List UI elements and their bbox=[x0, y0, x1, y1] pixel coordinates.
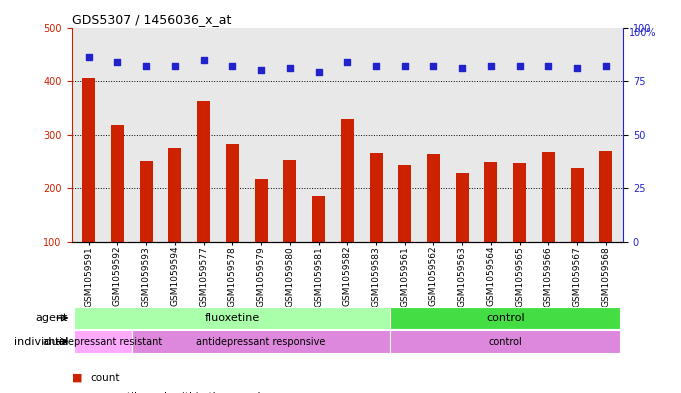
Point bbox=[514, 63, 525, 69]
Point bbox=[342, 59, 353, 65]
Point bbox=[571, 65, 582, 72]
Bar bbox=[390, 330, 620, 353]
Point bbox=[285, 65, 296, 72]
Point bbox=[141, 63, 152, 69]
Text: GDS5307 / 1456036_x_at: GDS5307 / 1456036_x_at bbox=[72, 13, 231, 26]
Text: antidepressant responsive: antidepressant responsive bbox=[196, 336, 326, 347]
Bar bbox=[427, 154, 440, 242]
Point bbox=[227, 63, 238, 69]
Text: agent: agent bbox=[35, 313, 68, 323]
Point bbox=[399, 63, 410, 69]
Bar bbox=[312, 196, 325, 242]
Bar bbox=[341, 119, 353, 242]
Bar bbox=[82, 78, 95, 242]
Point bbox=[601, 63, 612, 69]
Point bbox=[543, 63, 554, 69]
Point bbox=[428, 63, 439, 69]
Bar bbox=[571, 168, 584, 242]
Text: 100%: 100% bbox=[629, 28, 656, 37]
Bar bbox=[255, 178, 268, 242]
Point bbox=[255, 67, 266, 73]
Bar bbox=[168, 148, 181, 242]
Bar bbox=[74, 307, 390, 329]
Text: individual: individual bbox=[14, 336, 68, 347]
Point bbox=[313, 69, 324, 75]
Bar bbox=[542, 152, 555, 242]
Text: count: count bbox=[91, 373, 120, 382]
Bar bbox=[140, 161, 153, 242]
Point bbox=[198, 57, 209, 63]
Point bbox=[486, 63, 496, 69]
Text: fluoxetine: fluoxetine bbox=[205, 313, 260, 323]
Bar bbox=[283, 160, 296, 242]
Bar bbox=[398, 165, 411, 242]
Bar bbox=[74, 330, 132, 353]
Bar bbox=[513, 163, 526, 242]
Point bbox=[457, 65, 468, 72]
Bar bbox=[390, 307, 620, 329]
Bar bbox=[197, 101, 210, 242]
Bar bbox=[226, 144, 239, 242]
Bar bbox=[111, 125, 124, 242]
Text: control: control bbox=[486, 313, 524, 323]
Text: ■: ■ bbox=[72, 373, 82, 382]
Text: antidepressant resistant: antidepressant resistant bbox=[44, 336, 163, 347]
Bar bbox=[599, 151, 612, 242]
Text: percentile rank within the sample: percentile rank within the sample bbox=[91, 392, 266, 393]
Bar bbox=[132, 330, 390, 353]
Bar bbox=[370, 153, 383, 242]
Point bbox=[370, 63, 381, 69]
Text: ■: ■ bbox=[72, 392, 82, 393]
Text: control: control bbox=[488, 336, 522, 347]
Point bbox=[170, 63, 180, 69]
Point bbox=[112, 59, 123, 65]
Bar bbox=[456, 173, 469, 242]
Bar bbox=[484, 162, 497, 242]
Point bbox=[83, 54, 94, 61]
